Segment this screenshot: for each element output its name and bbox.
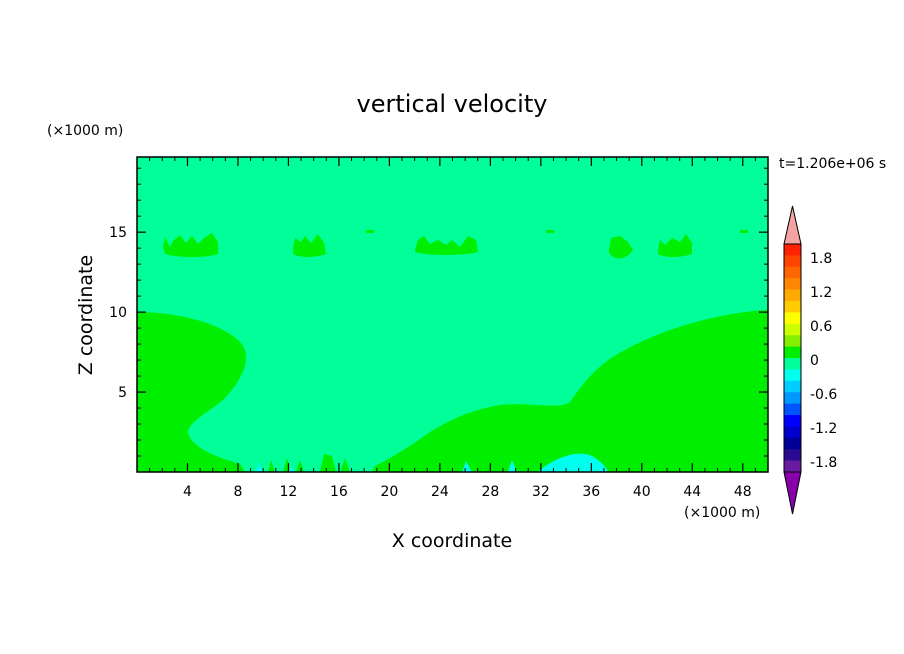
bottom-bumps-left xyxy=(140,462,178,472)
colorbar: 1.8 1.2 0.6 0 -0.6 -1.2 -1.8 xyxy=(783,205,837,515)
x-axis-label: X coordinate xyxy=(392,530,512,552)
speck xyxy=(546,230,554,233)
upper-cell-3 xyxy=(415,236,478,255)
region-negative-cell-bottom xyxy=(538,453,608,472)
colorbar-swatch xyxy=(784,278,801,290)
colorbar-tick-label: 0.6 xyxy=(810,319,832,335)
y-unit-label: (×1000 m) xyxy=(47,123,123,139)
x-tick-label: 44 xyxy=(683,484,701,500)
chart-title: vertical velocity xyxy=(357,90,548,118)
colorbar-swatch xyxy=(784,415,801,427)
speck xyxy=(740,230,748,233)
plot-area xyxy=(136,156,769,473)
colorbar-swatch xyxy=(784,369,801,382)
x-unit-label: (×1000 m) xyxy=(684,505,760,521)
colorbar-tick-label: 0 xyxy=(810,353,819,369)
colorbar-swatch xyxy=(784,449,801,461)
colorbar-swatch xyxy=(784,301,801,313)
colorbar-swatch xyxy=(784,312,801,325)
x-tick-label: 36 xyxy=(582,484,600,500)
colorbar-swatch xyxy=(784,460,801,473)
x-tick-label: 20 xyxy=(380,484,398,500)
colorbar-swatch xyxy=(784,437,801,450)
x-axis-ticks: 4 8 12 16 20 24 28 32 36 40 44 48 xyxy=(149,157,756,500)
colorbar-swatch xyxy=(784,392,801,404)
colorbar-tick-label: 1.2 xyxy=(810,285,832,301)
colorbar-swatch xyxy=(784,266,801,279)
colorbar-swatch xyxy=(784,289,801,302)
colorbar-swatch xyxy=(784,426,801,439)
x-tick-label: 8 xyxy=(233,484,242,500)
y-axis-ticks: 5 10 15 xyxy=(109,167,768,457)
upper-cell-2 xyxy=(293,234,326,257)
x-tick-label: 12 xyxy=(280,484,298,500)
colorbar-swatch xyxy=(784,255,801,268)
colorbar-tick-label: 1.8 xyxy=(810,251,832,267)
colorbar-swatch xyxy=(784,403,801,416)
x-tick-label: 28 xyxy=(481,484,499,500)
upper-cell-4 xyxy=(609,236,633,259)
colorbar-swatch xyxy=(784,380,801,393)
region-low-left-updraft xyxy=(137,312,246,472)
colorbar-swatch xyxy=(784,358,801,370)
colorbar-swatch xyxy=(784,335,801,347)
y-tick-label: 15 xyxy=(109,225,127,241)
x-tick-label: 48 xyxy=(734,484,752,500)
colorbar-top-arrow xyxy=(783,205,802,245)
speck xyxy=(366,230,374,233)
region-low-right-updraft xyxy=(372,310,768,472)
x-tick-label: 16 xyxy=(330,484,348,500)
upper-cell-1 xyxy=(163,233,218,257)
x-tick-label: 24 xyxy=(431,484,449,500)
colorbar-tick-label: -1.2 xyxy=(810,421,837,437)
y-axis-label: Z coordinate xyxy=(75,255,97,375)
upper-cell-5 xyxy=(658,234,692,257)
colorbar-tick-label: -0.6 xyxy=(810,387,837,403)
y-tick-label: 10 xyxy=(109,305,127,321)
colorbar-bottom-arrow xyxy=(783,471,802,515)
y-tick-label: 5 xyxy=(118,385,127,401)
bottom-specks-cyan xyxy=(255,460,517,472)
colorbar-swatch xyxy=(784,346,801,359)
colorbar-tick-label: -1.8 xyxy=(810,455,837,471)
time-label: t=1.206e+06 s xyxy=(779,156,886,172)
colorbar-swatch xyxy=(784,323,801,336)
x-tick-label: 32 xyxy=(532,484,550,500)
colorbar-swatch xyxy=(784,244,801,256)
x-tick-label: 40 xyxy=(633,484,651,500)
x-tick-label: 4 xyxy=(183,484,192,500)
